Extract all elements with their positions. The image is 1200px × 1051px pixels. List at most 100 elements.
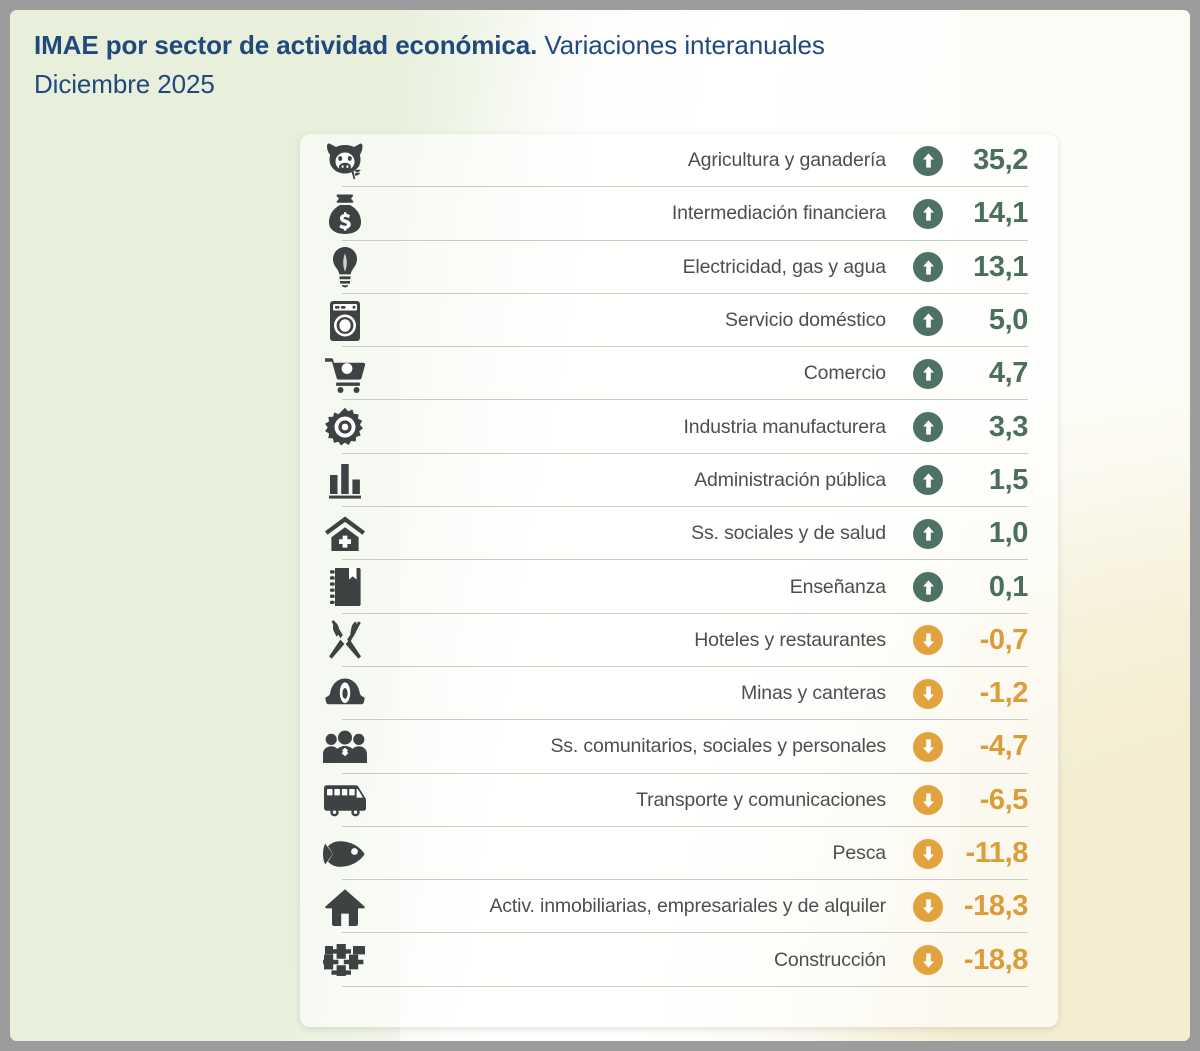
arrow-up-icon [902,198,954,229]
row-divider [342,612,1028,614]
sector-label: Enseñanza [789,575,886,598]
table-row: Pesca -11,8 [300,827,1058,881]
cow-icon [300,141,390,181]
arrow-up-icon [902,465,954,496]
arrow-up-icon [902,305,954,336]
row-divider [342,292,1028,294]
lightbulb-icon [300,246,390,288]
bar-chart-icon [300,461,390,500]
table-row: Transporte y comunicaciones -6,5 [300,774,1058,827]
arrow-down-icon [902,891,954,922]
sector-label: Transporte y comunicaciones [636,788,886,811]
row-divider [342,452,1028,454]
sector-value: 1,5 [988,463,1029,496]
arrow-down-icon [902,838,954,869]
sector-value: 1,0 [988,517,1029,550]
row-divider [342,665,1028,667]
arrow-up-icon [902,572,954,603]
sector-label: Electricidad, gas y agua [682,255,887,278]
row-divider [342,932,1028,934]
sector-label: Ss. comunitarios, sociales y personales [550,735,886,758]
table-row: Activ. inmobiliarias, empresariales y de… [300,880,1058,934]
table-row: Servicio doméstico 5,0 [300,294,1058,348]
table-row: Enseñanza 0,1 [300,560,1058,614]
row-divider [342,719,1028,721]
sector-value: -1,2 [979,677,1029,710]
table-row: Ss. sociales y de salud 1,0 [300,507,1058,561]
sector-label: Agricultura y ganadería [687,149,886,172]
sector-label: Construcción [773,948,886,971]
fish-icon [300,840,390,868]
sector-label: Pesca [832,842,887,864]
shopping-cart-icon [300,355,390,393]
title-light: Variaciones interanuales [537,30,825,60]
row-divider [342,239,1028,241]
arrow-down-icon [902,678,954,709]
sector-label: Hoteles y restaurantes [694,628,886,651]
sector-label: Industria manufacturera [683,415,887,438]
sector-label: Minas y canteras [741,682,886,705]
money-bag-icon [300,193,390,235]
table-row: Construcción -18,8 [300,933,1058,987]
row-divider [342,399,1028,401]
sector-value: 5,0 [988,304,1029,337]
sector-value: -6,5 [979,783,1029,816]
title-strong: IMAE por sector de actividad económica. [34,30,538,60]
row-divider [342,825,1028,827]
arrow-up-icon [902,252,954,283]
sector-list-card: Agricultura y ganadería 35,2 Intermediaci… [300,134,1058,1027]
table-row: Administración pública 1,5 [300,454,1058,508]
arrow-up-icon [902,412,954,443]
arrow-down-icon [902,945,954,976]
table-row: Minas y canteras -1,2 [300,667,1058,721]
bus-icon [300,783,390,817]
mining-helmet-icon [300,677,390,711]
sector-label: Servicio doméstico [725,309,886,332]
sector-value: -18,3 [963,890,1029,923]
sector-value: 4,7 [988,357,1029,390]
row-divider [342,186,1028,188]
sector-value: 13,1 [973,250,1028,283]
arrow-up-icon [902,358,954,389]
table-row: Electricidad, gas y agua 13,1 [300,241,1058,294]
infographic-panel: IMAE por sector de actividad económica. … [10,10,1190,1041]
row-divider [342,985,1028,987]
arrow-up-icon [902,145,954,176]
arrow-down-icon [902,785,954,816]
sector-label: Intermediación financiera [671,202,886,225]
people-group-icon [300,730,390,764]
sector-label: Comercio [803,362,886,385]
sector-rows: Agricultura y ganadería 35,2 Intermediaci… [300,134,1058,987]
sector-value: 0,1 [988,570,1029,603]
arrow-up-icon [902,518,954,549]
hospital-house-icon [300,515,390,553]
row-divider [342,506,1028,508]
gear-icon [300,407,390,447]
arrow-down-icon [902,731,954,762]
row-divider [342,559,1028,561]
row-divider [342,772,1028,774]
sector-value: 14,1 [973,197,1028,230]
sector-label: Ss. sociales y de salud [691,522,886,545]
sector-value: -11,8 [965,837,1029,869]
arrow-down-icon [902,625,954,656]
row-divider [342,346,1028,348]
table-row: Comercio 4,7 [300,347,1058,401]
house-icon [300,888,390,926]
row-divider [342,879,1028,881]
table-row: Agricultura y ganadería 35,2 [300,134,1058,188]
sector-value: 35,2 [973,144,1028,177]
washing-machine-icon [300,300,390,342]
sector-label: Administración pública [694,468,886,491]
table-row: Ss. comunitarios, sociales y personales -… [300,720,1058,774]
page-title: IMAE por sector de actividad económica. … [34,26,1034,104]
table-row: Industria manufacturera 3,3 [300,400,1058,454]
table-row: Hoteles y restaurantes -0,7 [300,614,1058,667]
sector-value: -4,7 [979,730,1029,763]
sector-value: 3,3 [988,410,1029,443]
sector-value: -0,7 [979,623,1029,656]
sector-value: -18,8 [963,943,1029,976]
fork-knife-icon [300,620,390,660]
bricks-icon [300,943,390,977]
